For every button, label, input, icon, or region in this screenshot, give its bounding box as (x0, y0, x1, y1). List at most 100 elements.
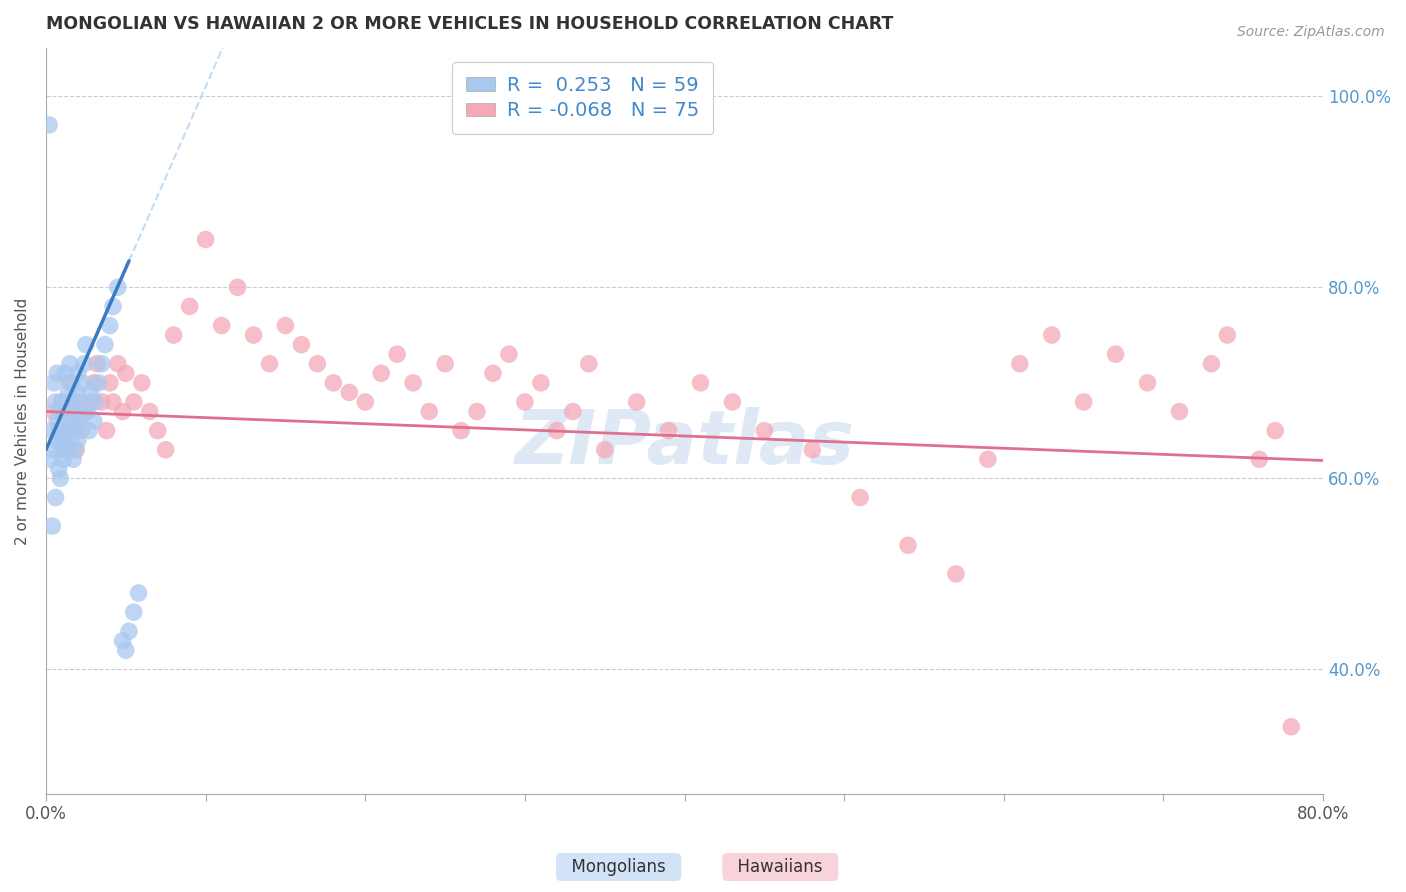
Point (98, 376, 121, 390)
Point (139, 404, 162, 418)
Text: MONGOLIAN VS HAWAIIAN 2 OR MORE VEHICLES IN HOUSEHOLD CORRELATION CHART: MONGOLIAN VS HAWAIIAN 2 OR MORE VEHICLES… (46, 15, 893, 33)
Point (63, 442, 86, 457)
Point (75, 404, 97, 418)
Point (41, 424, 63, 438)
Point (322, 376, 344, 390)
Point (259, 357, 281, 371)
Point (66, 433, 89, 447)
Point (482, 366, 505, 380)
Point (465, 404, 488, 418)
Point (83, 376, 105, 390)
Point (977, 452, 1000, 467)
Point (337, 385, 360, 400)
Point (53, 442, 76, 457)
Text: Mongolians: Mongolians (561, 858, 676, 876)
Point (179, 300, 201, 314)
Point (1073, 395, 1095, 409)
Point (42, 404, 65, 418)
Point (45, 395, 67, 409)
Point (48, 424, 70, 438)
Point (530, 376, 553, 390)
Point (58, 385, 80, 400)
Point (52, 424, 75, 438)
Point (801, 442, 824, 457)
Point (1216, 328, 1239, 343)
Point (55, 404, 77, 418)
Point (118, 624, 141, 639)
Point (77, 424, 100, 438)
Point (63, 395, 86, 409)
Point (48, 424, 70, 438)
Point (578, 357, 600, 371)
Point (561, 404, 583, 418)
Point (385, 347, 408, 361)
Point (51, 395, 73, 409)
Point (128, 586, 150, 600)
Point (1168, 404, 1191, 418)
Point (79, 385, 101, 400)
Point (65, 424, 87, 438)
Point (53, 366, 76, 380)
Point (1264, 424, 1286, 438)
Point (72, 376, 94, 390)
Point (63, 404, 86, 418)
Point (94, 337, 117, 351)
Point (593, 442, 616, 457)
Point (434, 357, 457, 371)
Point (1201, 357, 1223, 371)
Point (546, 424, 568, 438)
Point (498, 347, 520, 361)
Point (101, 300, 124, 314)
Point (90, 395, 112, 409)
Point (48, 462, 70, 476)
Point (41, 519, 63, 533)
Point (146, 424, 169, 438)
Point (1249, 452, 1271, 467)
Point (70, 395, 93, 409)
Point (274, 318, 297, 333)
Point (1104, 347, 1126, 361)
Point (46, 414, 69, 428)
Point (65, 385, 87, 400)
Point (114, 643, 136, 657)
Legend: R =  0.253   N = 59, R = -0.068   N = 75: R = 0.253 N = 59, R = -0.068 N = 75 (453, 62, 713, 134)
Point (38, 118, 60, 132)
Point (122, 395, 145, 409)
Point (945, 566, 967, 581)
Point (62, 395, 84, 409)
Point (90, 357, 112, 371)
Point (42, 442, 65, 457)
Point (155, 442, 177, 457)
Point (46, 366, 69, 380)
Point (96, 424, 118, 438)
Point (79, 395, 101, 409)
Point (83, 414, 105, 428)
Point (107, 357, 129, 371)
Point (62, 424, 84, 438)
Point (51, 395, 73, 409)
Point (46, 433, 69, 447)
Point (49, 471, 72, 485)
Text: ZIPatlas: ZIPatlas (515, 407, 855, 480)
Point (114, 366, 136, 380)
Point (242, 328, 264, 343)
Point (53, 414, 76, 428)
Point (75, 337, 97, 351)
Point (1040, 328, 1063, 343)
Point (111, 633, 134, 648)
Point (70, 424, 93, 438)
Point (290, 337, 312, 351)
Point (60, 414, 83, 428)
Point (58, 424, 80, 438)
Point (52, 452, 75, 467)
Point (721, 395, 744, 409)
Point (402, 376, 425, 390)
Point (62, 452, 84, 467)
Point (86, 357, 108, 371)
Point (39, 452, 62, 467)
Point (194, 233, 217, 247)
Point (354, 395, 377, 409)
Point (107, 280, 129, 294)
Point (73, 357, 96, 371)
Point (111, 404, 134, 418)
